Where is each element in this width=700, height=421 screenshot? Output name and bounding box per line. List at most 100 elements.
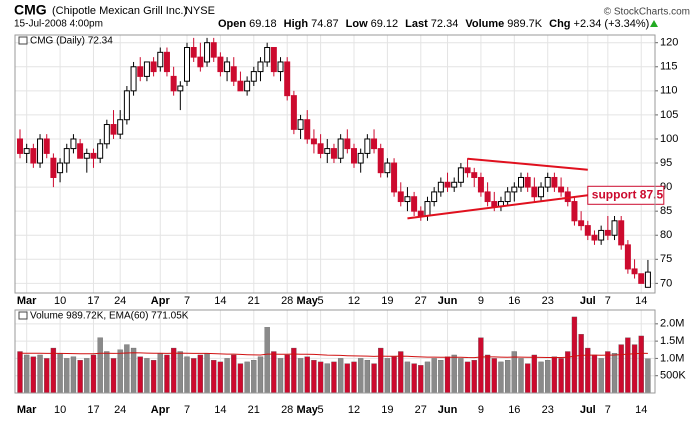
source: © StockCharts.com xyxy=(604,7,690,18)
candle-body xyxy=(504,191,511,203)
volume-bar xyxy=(277,358,284,394)
x-tick-label: Jul xyxy=(580,295,596,307)
volume-bar xyxy=(117,349,123,394)
volume-bar xyxy=(297,358,304,394)
volume-bar xyxy=(231,354,237,394)
y-tick-label: 75 xyxy=(660,253,672,265)
candle-body xyxy=(290,95,297,130)
quote-label: Last xyxy=(405,18,428,30)
x-tick-label: 10 xyxy=(54,404,66,416)
candle-body xyxy=(357,152,364,164)
candle-body xyxy=(404,196,411,203)
y-tick-label: 1.5M xyxy=(660,335,684,347)
candle-body xyxy=(57,162,64,174)
x-tick-label: 14 xyxy=(635,404,647,416)
x-tick-label: 24 xyxy=(114,404,126,416)
x-tick-label: 27 xyxy=(415,295,427,307)
x-tick-label: 5 xyxy=(318,295,324,307)
volume-bar xyxy=(311,359,317,394)
x-tick-label: 12 xyxy=(348,295,360,307)
x-tick-label: 12 xyxy=(348,404,360,416)
x-tick-label: 7 xyxy=(605,404,611,416)
volume-bar xyxy=(184,356,190,394)
x-tick-label: 7 xyxy=(605,295,611,307)
candle-body xyxy=(324,148,331,154)
candle-body xyxy=(524,176,531,188)
candle-body xyxy=(37,138,44,164)
symbol: CMG xyxy=(14,2,47,18)
trendline xyxy=(407,194,588,220)
volume-bar xyxy=(124,344,130,394)
candle-body xyxy=(631,268,638,275)
y-tick-label: 110 xyxy=(660,85,678,97)
volume-bar xyxy=(558,358,564,394)
candle-body xyxy=(130,66,137,92)
candle-body xyxy=(224,61,231,73)
volume-bar xyxy=(598,358,604,394)
candle-body xyxy=(611,220,618,236)
x-tick-label: 21 xyxy=(248,404,260,416)
candle-body xyxy=(170,75,177,92)
candle-body xyxy=(284,61,291,97)
y-tick-label: 100 xyxy=(660,133,678,145)
x-tick-label: 16 xyxy=(508,404,520,416)
x-tick-label: 10 xyxy=(54,295,66,307)
candle-body xyxy=(424,201,431,217)
volume-bar xyxy=(170,347,177,394)
volume-bar xyxy=(130,347,137,394)
quote-label: High xyxy=(284,18,309,30)
y-tick-label: 70 xyxy=(660,277,672,289)
volume-bar xyxy=(331,361,337,394)
x-tick-label: 28 xyxy=(281,295,293,307)
candle-body xyxy=(177,85,184,92)
x-tick-label: 17 xyxy=(87,295,99,307)
candle-body xyxy=(250,71,257,82)
volume-bar xyxy=(504,359,511,394)
volume-bar xyxy=(404,361,411,394)
volume-bar xyxy=(97,337,103,394)
x-tick-label: Jun xyxy=(438,295,458,307)
volume-bar xyxy=(137,356,143,394)
y-tick-label: 2.0M xyxy=(660,318,684,330)
x-tick-label: 19 xyxy=(381,295,393,307)
candle-body xyxy=(351,148,357,164)
volume-bar xyxy=(578,334,584,394)
volume-bar xyxy=(104,351,110,394)
volume-bar xyxy=(44,358,50,394)
x-tick-label: Jun xyxy=(438,404,458,416)
y-tick-label: 105 xyxy=(660,109,678,121)
volume-bar xyxy=(611,353,618,394)
volume-bar xyxy=(204,353,210,394)
candle-body xyxy=(190,47,197,58)
volume-bar xyxy=(344,363,350,394)
volume-bar xyxy=(478,337,484,394)
volume-bar xyxy=(57,353,63,394)
candle-body xyxy=(417,210,424,217)
volume-bar xyxy=(491,358,497,394)
x-tick-label: 7 xyxy=(184,404,190,416)
candle-body xyxy=(157,51,164,68)
candle-body xyxy=(384,162,391,174)
x-tick-label: Jul xyxy=(580,404,596,416)
x-tick-label: 23 xyxy=(542,404,554,416)
candle-body xyxy=(604,229,611,236)
candle-body xyxy=(531,186,538,198)
candle-body xyxy=(123,90,130,121)
candle-body xyxy=(511,186,518,193)
y-tick-label: 115 xyxy=(660,61,678,73)
x-tick-label: May xyxy=(297,404,319,416)
volume-bar xyxy=(424,361,431,394)
candle-body xyxy=(544,176,551,188)
candle-body xyxy=(618,220,625,246)
candle-body xyxy=(584,225,591,236)
candle-body xyxy=(184,47,190,82)
volume-bar xyxy=(264,327,270,394)
legend: CMG (Daily) 72.34 xyxy=(30,36,113,47)
volume-bar xyxy=(237,363,244,394)
date: 15-Jul-2008 4:00pm xyxy=(14,19,103,30)
legend-icon xyxy=(18,36,28,45)
volume-bar xyxy=(70,356,77,394)
candle-body xyxy=(364,138,371,154)
volume-bar xyxy=(364,359,371,394)
